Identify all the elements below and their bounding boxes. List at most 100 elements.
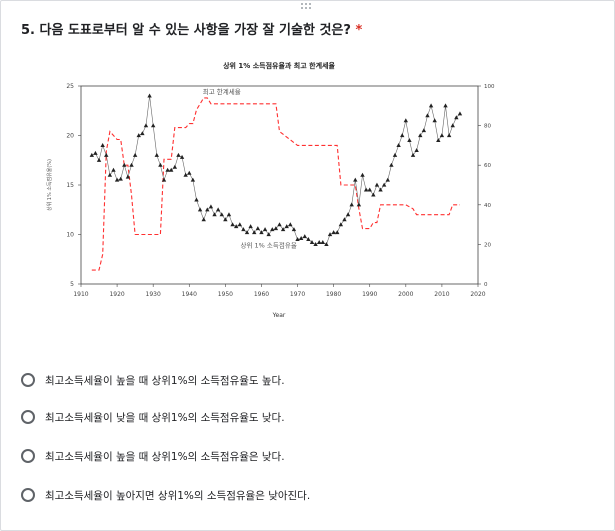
income-share-point xyxy=(226,212,232,217)
income-share-point xyxy=(89,152,95,157)
income-share-point xyxy=(190,177,196,182)
income-share-point xyxy=(252,230,257,235)
annotation-tax-rate: 최고 한계세율 xyxy=(203,87,241,96)
income-share-point xyxy=(136,133,141,138)
income-share-point xyxy=(230,222,235,227)
income-share-point xyxy=(201,217,206,222)
income-share-point xyxy=(93,150,98,155)
income-share-point xyxy=(392,152,398,157)
income-share-point xyxy=(205,207,210,212)
income-share-point xyxy=(277,222,282,227)
income-share-point xyxy=(367,187,372,192)
radio-button[interactable] xyxy=(21,449,35,463)
income-share-point xyxy=(273,226,279,231)
annotation-income-share: 상위 1% 소득점유율 xyxy=(241,240,297,249)
income-share-point xyxy=(288,222,293,227)
income-share-point xyxy=(327,232,333,237)
income-share-point xyxy=(194,197,199,202)
income-share-point xyxy=(356,202,362,207)
income-share-point xyxy=(244,230,250,235)
income-share-point xyxy=(454,115,459,120)
radio-button[interactable] xyxy=(21,373,35,387)
income-share-point xyxy=(317,240,322,245)
y-left-axis-label: 상위 1% 소득점유율(%) xyxy=(46,159,53,211)
income-share-point xyxy=(154,152,159,157)
income-share-point xyxy=(208,204,214,209)
income-share-point xyxy=(150,123,156,128)
income-share-point xyxy=(306,237,311,242)
income-share-point xyxy=(443,103,448,108)
income-share-point xyxy=(248,224,253,229)
income-share-point xyxy=(331,230,336,235)
income-share-point xyxy=(266,232,271,237)
income-share-point xyxy=(233,224,239,229)
radio-button[interactable] xyxy=(21,410,35,424)
income-share-point xyxy=(158,162,163,167)
option-3[interactable]: 최고소득세율이 높을 때 상위1%의 소득점유율은 낮다. xyxy=(21,446,285,466)
income-share-point xyxy=(280,227,286,232)
income-share-point xyxy=(407,138,412,143)
x-tick-label: 1960 xyxy=(254,291,269,298)
income-share-point xyxy=(295,237,300,242)
income-share-point xyxy=(140,131,145,136)
question-title: 5. 다음 도표로부터 알 수 있는 사항을 가장 잘 기술한 것은? * xyxy=(21,19,362,38)
income-share-point xyxy=(179,154,185,159)
radio-button[interactable] xyxy=(21,488,35,502)
option-4[interactable]: 최고소득세율이 높아지면 상위1%의 소득점유율은 낮아진다. xyxy=(21,485,310,505)
income-share-point xyxy=(345,212,351,217)
income-share-point xyxy=(381,182,387,187)
income-share-point xyxy=(107,172,113,177)
income-share-point xyxy=(114,177,120,182)
income-share-point xyxy=(298,236,304,241)
x-tick-label: 1970 xyxy=(290,291,305,298)
income-share-point xyxy=(129,162,134,167)
income-share-point xyxy=(219,212,224,217)
income-share-point xyxy=(313,242,318,246)
income-share-point xyxy=(143,123,149,128)
chart-title: 상위 1% 소득점유율과 최고 한계세율 xyxy=(223,61,335,70)
y-left-tick-label: 10 xyxy=(66,232,74,239)
income-share-point xyxy=(262,227,268,232)
income-share-point xyxy=(291,227,297,232)
y-left-tick-label: 15 xyxy=(66,182,74,189)
x-tick-label: 2000 xyxy=(398,291,413,298)
income-share-point xyxy=(122,162,127,167)
x-tick-label: 2020 xyxy=(470,291,485,298)
income-share-point xyxy=(363,187,369,192)
income-share-point xyxy=(385,177,390,182)
income-share-point xyxy=(169,167,174,172)
income-share-point xyxy=(403,118,409,123)
income-share-point xyxy=(255,226,261,231)
income-share-point xyxy=(161,177,167,182)
income-share-point xyxy=(410,152,416,157)
question-text: 5. 다음 도표로부터 알 수 있는 사항을 가장 잘 기술한 것은? xyxy=(21,23,351,38)
income-share-point xyxy=(302,234,307,239)
option-2[interactable]: 최고소득세율이 낮을 때 상위1%의 소득점유율도 낮다. xyxy=(21,407,285,427)
income-share-point xyxy=(374,182,380,187)
x-tick-label: 1920 xyxy=(109,291,124,298)
income-share-point xyxy=(172,164,178,169)
drag-handle-icon[interactable] xyxy=(298,3,314,11)
income-share-point xyxy=(118,176,123,181)
income-share-point xyxy=(418,133,423,138)
required-mark: * xyxy=(355,23,363,38)
income-share-point xyxy=(428,103,434,108)
income-share-point xyxy=(342,217,347,222)
income-share-point xyxy=(309,240,315,245)
income-share-point xyxy=(284,224,289,229)
income-share-point xyxy=(425,113,430,118)
y-right-tick-label: 20 xyxy=(484,242,491,248)
income-share-point xyxy=(378,187,383,192)
option-1[interactable]: 최고소득세율이 높을 때 상위1%의 소득점유율도 높다. xyxy=(21,370,285,390)
income-share-point xyxy=(100,143,105,147)
income-share-point xyxy=(360,172,365,177)
income-share-point xyxy=(132,152,138,157)
income-share-point xyxy=(212,212,217,217)
income-share-point xyxy=(187,170,192,175)
income-share-point xyxy=(353,177,358,182)
income-share-point xyxy=(335,230,340,235)
income-share-point xyxy=(349,202,354,207)
income-share-point xyxy=(241,227,246,232)
x-tick-label: 1980 xyxy=(326,291,341,298)
